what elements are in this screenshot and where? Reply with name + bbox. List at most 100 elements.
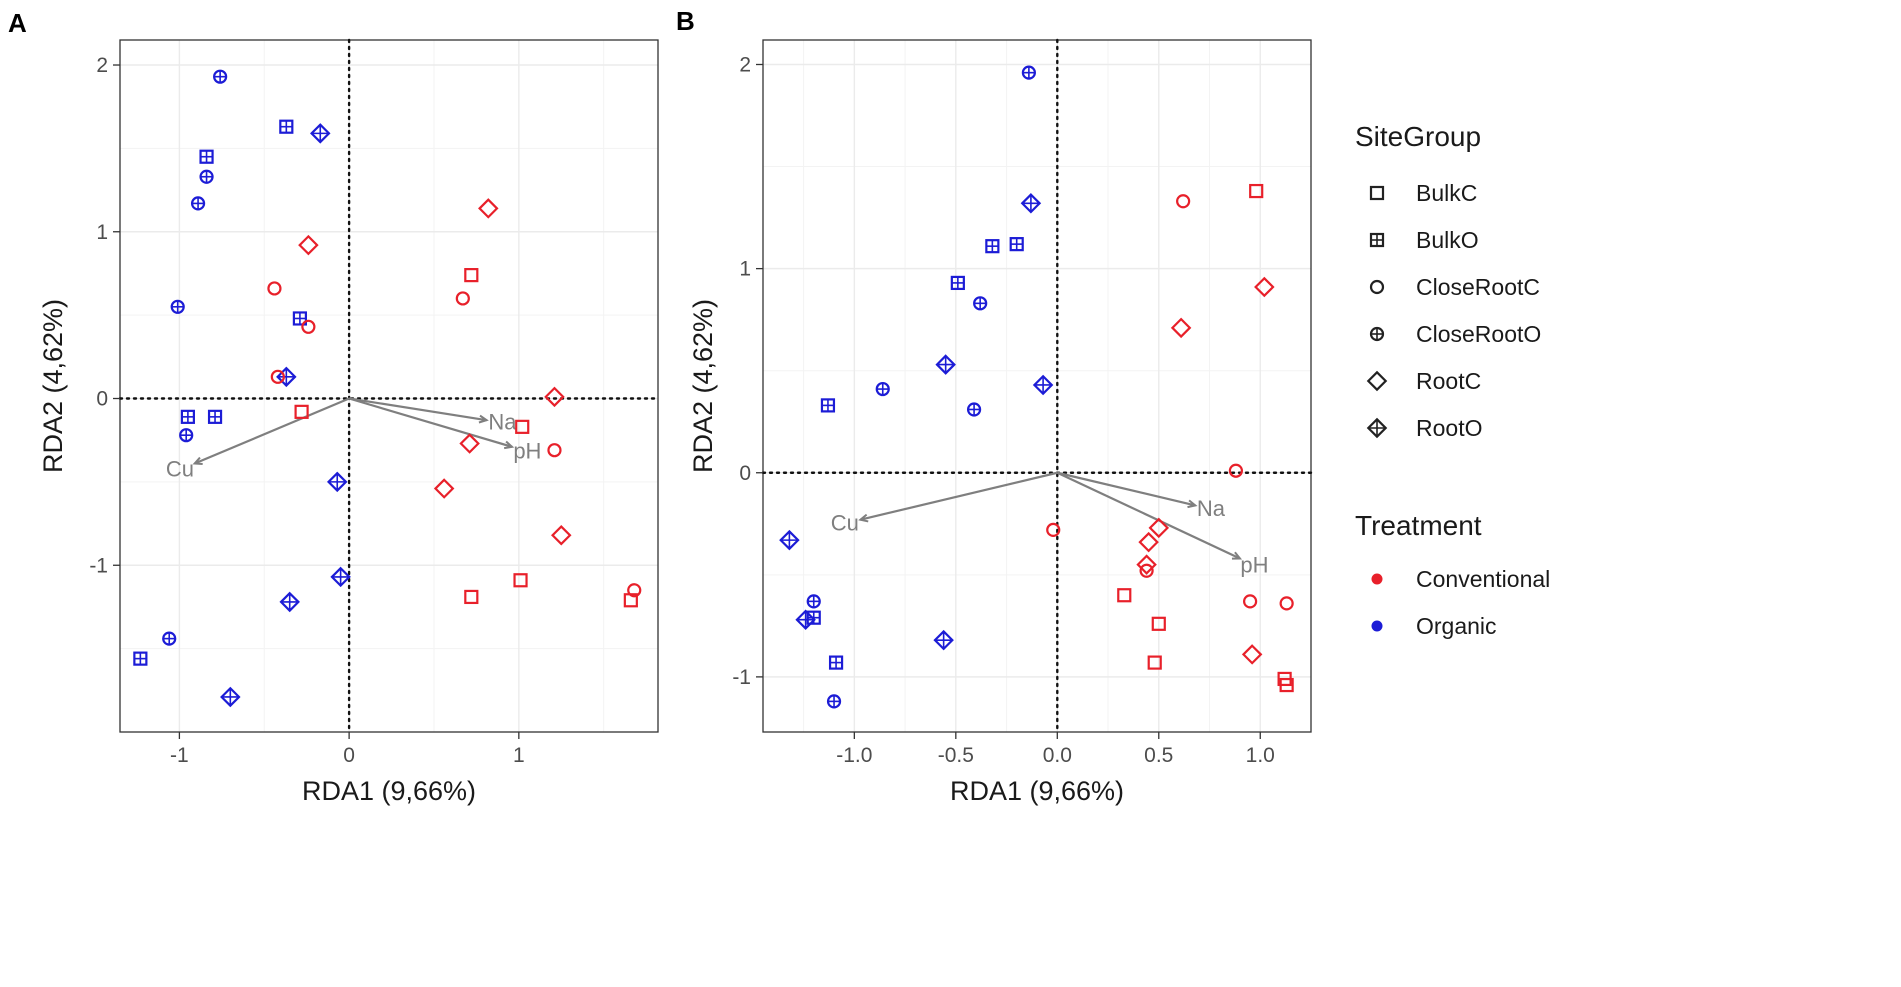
point-rooto xyxy=(310,123,331,144)
point-rooto xyxy=(779,529,800,551)
point-bulkc xyxy=(623,593,638,608)
point-closerootc xyxy=(627,583,642,598)
legend-treatment-title: Treatment xyxy=(1355,510,1482,541)
panel-b: B Na pH Cu -1.0 -0.5 0.0 0.5 1.0 -1 0 1 2 RDA1 (9,… xyxy=(676,6,1313,806)
point-rooto xyxy=(279,591,300,613)
legend-label-rooto: RootO xyxy=(1416,415,1482,441)
vector-label-cu: Cu xyxy=(831,510,859,535)
legend: SiteGroup BulkC BulkO CloseRootC CloseRootO… xyxy=(1355,121,1550,639)
point-bulko xyxy=(207,409,223,424)
point-closerootc xyxy=(547,443,562,458)
point-closerooto xyxy=(199,169,214,184)
point-rooto xyxy=(933,629,954,651)
panel-b-points xyxy=(779,65,1294,709)
y-tick-label: 0 xyxy=(96,388,108,411)
legend-swatch-bulkc xyxy=(1369,185,1385,201)
point-bulkc xyxy=(464,268,479,283)
legend-item-organic: Organic xyxy=(1371,613,1497,639)
vector-ph: pH xyxy=(348,397,541,463)
point-bulko xyxy=(820,398,836,413)
point-bulko xyxy=(1009,237,1024,252)
point-closerooto xyxy=(966,402,982,417)
legend-sitegroup-title: SiteGroup xyxy=(1355,121,1481,152)
point-rooto xyxy=(326,471,348,493)
point-bulkc xyxy=(515,419,530,434)
x-tick-label: -1.0 xyxy=(836,744,872,767)
legend-swatch-bulko xyxy=(1369,232,1385,248)
panel-b-x-axis-title: RDA1 (9,66%) xyxy=(950,776,1124,806)
vector-label-ph: pH xyxy=(1240,552,1268,577)
point-bulko xyxy=(985,239,1000,254)
point-bulkc xyxy=(1249,183,1264,199)
point-rootc xyxy=(298,234,319,256)
point-rootc xyxy=(1136,554,1157,575)
x-tick-label: 1 xyxy=(513,744,525,767)
point-rooto xyxy=(276,366,297,388)
panel-a-ticks: -1 0 1 -1 0 1 2 xyxy=(89,54,524,767)
y-tick-label: -1 xyxy=(732,666,751,689)
point-bulkc xyxy=(464,589,479,605)
point-rootc xyxy=(1138,531,1159,553)
panel-a-y-axis-title: RDA2 (4,62%) xyxy=(38,299,68,473)
point-bulkc xyxy=(1151,616,1166,631)
point-closerooto xyxy=(213,69,228,84)
panel-a-x-axis-title: RDA1 (9,66%) xyxy=(302,776,476,806)
panel-b-y-axis-title: RDA2 (4,62%) xyxy=(688,299,718,473)
legend-item-rootc: RootC xyxy=(1366,368,1481,394)
point-bulko xyxy=(292,311,307,326)
legend-sitegroup-items: BulkC BulkO CloseRootC CloseRootO RootC RootO xyxy=(1366,180,1541,441)
point-rooto xyxy=(220,686,241,708)
x-tick-label: -1 xyxy=(170,744,189,767)
point-rootc xyxy=(459,433,480,454)
vector-na: Na xyxy=(1057,471,1226,521)
vector-cu: Cu xyxy=(831,471,1058,535)
panel-b-ticks: -1.0 -0.5 0.0 0.5 1.0 -1 0 1 2 xyxy=(732,53,1275,767)
point-closerootc xyxy=(1046,522,1061,538)
point-closerootc xyxy=(267,281,282,296)
point-bulko xyxy=(950,275,965,291)
point-rooto xyxy=(935,354,956,375)
point-bulko xyxy=(199,149,214,164)
y-tick-label: 0 xyxy=(739,462,751,485)
legend-label-bulko: BulkO xyxy=(1416,227,1479,253)
point-closerootc xyxy=(455,291,470,306)
point-closerootc xyxy=(1228,463,1244,478)
legend-label-organic: Organic xyxy=(1416,613,1497,639)
point-closerooto xyxy=(162,631,177,646)
point-closerooto xyxy=(826,694,842,709)
point-closerooto xyxy=(170,299,185,314)
point-closerootc xyxy=(270,369,285,384)
point-closerooto xyxy=(973,296,988,311)
panel-a-grid xyxy=(120,40,658,732)
panel-a-points xyxy=(133,69,642,708)
point-bulkc xyxy=(513,573,528,588)
x-tick-label: -0.5 xyxy=(938,744,974,767)
point-closerooto xyxy=(179,428,194,443)
legend-swatch-rooto xyxy=(1366,417,1388,439)
legend-swatch-closerooto xyxy=(1369,326,1385,342)
point-closerooto xyxy=(875,381,890,397)
vector-cu: Cu xyxy=(166,397,350,482)
legend-label-closerootc: CloseRootC xyxy=(1416,274,1540,300)
point-rootc xyxy=(1148,517,1170,539)
legend-treatment-items: Conventional Organic xyxy=(1371,566,1550,639)
point-closerootc xyxy=(301,319,316,334)
legend-label-rootc: RootC xyxy=(1416,368,1481,394)
legend-item-bulkc: BulkC xyxy=(1369,180,1477,206)
legend-label-closerooto: CloseRootO xyxy=(1416,321,1541,347)
point-bulkc xyxy=(1279,677,1294,693)
point-closerootc xyxy=(1176,194,1191,209)
legend-label-bulkc: BulkC xyxy=(1416,180,1477,206)
x-tick-label: 0.5 xyxy=(1144,744,1173,767)
panel-a: A Na pH Cu -1 0 1 -1 0 1 2 RDA1 (9,66%) RDA2 (4,… xyxy=(8,8,660,806)
point-closerootc xyxy=(1279,596,1294,611)
legend-item-rooto: RootO xyxy=(1366,415,1482,441)
point-bulkc xyxy=(294,404,309,419)
vector-label-na: Na xyxy=(488,410,517,435)
vector-ph: pH xyxy=(1056,471,1269,577)
legend-swatch-rootc xyxy=(1366,370,1388,392)
legend-item-conventional: Conventional xyxy=(1371,566,1550,592)
vector-label-na: Na xyxy=(1197,496,1226,521)
point-bulkc xyxy=(1147,655,1162,670)
